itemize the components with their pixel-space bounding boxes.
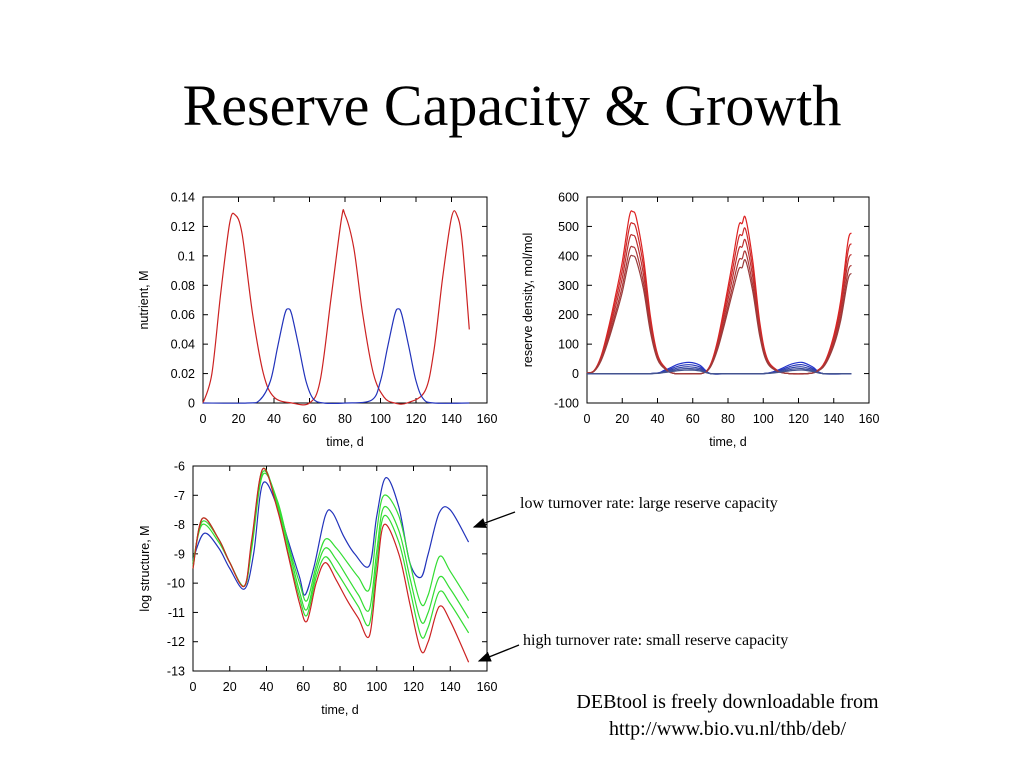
x-tick-label: 160: [859, 412, 880, 426]
x-tick-label: 40: [651, 412, 665, 426]
y-tick-label: 200: [558, 308, 579, 322]
reserve-blue-line: [586, 369, 852, 375]
blue-structure-line: [192, 477, 470, 596]
x-axis-label: time, d: [321, 703, 359, 717]
y-axis-label: log structure, M: [138, 525, 152, 611]
y-tick-label: -6: [174, 460, 185, 474]
footer-note: DEBtool is freely downloadable from http…: [530, 689, 925, 743]
red-series-line: [202, 209, 470, 406]
low-turnover-arrow: [472, 511, 516, 528]
footer-line-1: DEBtool is freely downloadable from: [576, 691, 879, 713]
x-tick-label: 140: [823, 412, 844, 426]
x-tick-label: 160: [477, 412, 498, 426]
high-turnover-arrow: [477, 644, 520, 662]
high-turnover-label: high turnover rate: small reserve capaci…: [523, 632, 789, 649]
y-tick-label: -11: [168, 606, 185, 620]
x-tick-label: 120: [788, 412, 809, 426]
y-tick-label: 0: [188, 397, 195, 411]
x-tick-label: 80: [721, 412, 735, 426]
y-tick-label: 0.08: [171, 279, 195, 293]
blue-series-line: [202, 308, 470, 405]
y-tick-label: 0.14: [171, 191, 195, 205]
y-tick-label: -9: [174, 547, 185, 561]
slide-title: Reserve Capacity & Growth: [182, 73, 842, 138]
y-axis-label: nutrient, M: [137, 270, 151, 329]
y-tick-label: -13: [167, 665, 185, 679]
low-turnover-label: low turnover rate: large reserve capacit…: [520, 495, 778, 512]
y-tick-label: 100: [558, 338, 579, 352]
x-tick-label: 0: [584, 412, 591, 426]
x-tick-label: 0: [190, 680, 197, 694]
y-axis-label: reserve density, mol/mol: [521, 233, 535, 368]
footer-link[interactable]: http://www.bio.vu.nl/thb/deb/: [608, 718, 847, 740]
y-tick-label: 0.02: [171, 367, 195, 381]
x-tick-label: 100: [370, 412, 391, 426]
x-tick-label: 140: [441, 412, 462, 426]
y-tick-label: -12: [167, 635, 185, 649]
x-tick-label: 60: [296, 680, 310, 694]
y-tick-label: 0.06: [171, 308, 195, 322]
x-tick-label: 120: [406, 412, 427, 426]
x-tick-label: 0: [200, 412, 207, 426]
y-tick-label: -8: [174, 518, 185, 532]
y-tick-label: 400: [558, 249, 579, 263]
y-tick-label: 600: [558, 191, 579, 205]
reserve-red-line: [586, 254, 852, 375]
x-tick-label: 20: [615, 412, 629, 426]
y-tick-label: -100: [554, 397, 579, 411]
x-tick-label: 80: [333, 680, 347, 694]
y-tick-label: 0.1: [178, 249, 195, 263]
x-tick-label: 100: [753, 412, 774, 426]
x-axis-label: time, d: [326, 435, 364, 449]
y-tick-label: 300: [558, 279, 579, 293]
x-tick-label: 20: [232, 412, 246, 426]
x-axis-label: time, d: [709, 435, 747, 449]
x-tick-label: 40: [260, 680, 274, 694]
x-tick-label: 40: [267, 412, 281, 426]
y-tick-label: 500: [558, 220, 579, 234]
y-tick-label: 0.12: [171, 220, 195, 234]
x-tick-label: 80: [338, 412, 352, 426]
red-structure-line: [192, 468, 470, 663]
x-tick-label: 60: [303, 412, 317, 426]
x-tick-label: 160: [477, 680, 498, 694]
y-tick-label: -7: [174, 489, 185, 503]
y-tick-label: -10: [167, 577, 185, 591]
x-tick-label: 60: [686, 412, 700, 426]
x-tick-label: 120: [403, 680, 424, 694]
x-tick-label: 100: [366, 680, 387, 694]
x-tick-label: 140: [440, 680, 461, 694]
y-tick-label: 0: [572, 367, 579, 381]
y-tick-label: 0.04: [171, 338, 195, 352]
x-tick-label: 20: [223, 680, 237, 694]
